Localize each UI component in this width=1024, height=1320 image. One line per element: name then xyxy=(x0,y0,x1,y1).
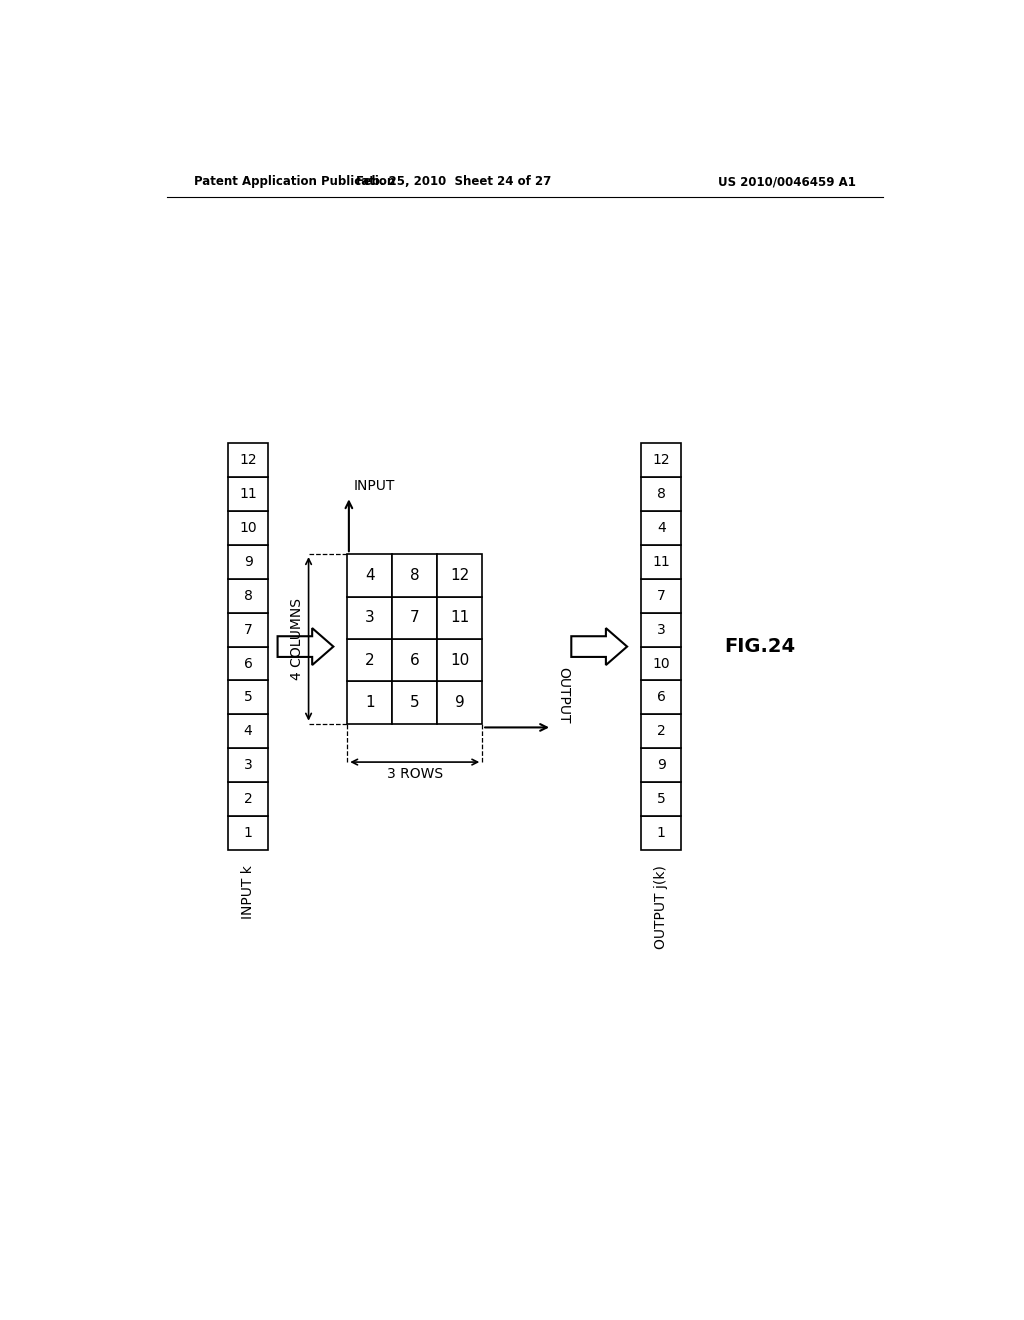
Text: Patent Application Publication: Patent Application Publication xyxy=(194,176,395,187)
Bar xyxy=(641,545,681,579)
Text: 12: 12 xyxy=(652,453,670,467)
Text: 9: 9 xyxy=(244,554,253,569)
Bar xyxy=(347,681,392,723)
Bar xyxy=(228,647,268,681)
Text: 3: 3 xyxy=(244,758,253,772)
Text: 8: 8 xyxy=(656,487,666,502)
Bar xyxy=(641,477,681,511)
Bar xyxy=(641,511,681,545)
Text: 3 ROWS: 3 ROWS xyxy=(387,767,442,781)
Bar xyxy=(228,714,268,748)
Bar xyxy=(641,781,681,816)
Text: 9: 9 xyxy=(455,694,465,710)
Bar xyxy=(228,612,268,647)
Text: 10: 10 xyxy=(240,521,257,535)
Bar xyxy=(347,554,392,597)
Text: 3: 3 xyxy=(365,610,375,626)
Bar xyxy=(641,816,681,850)
Bar xyxy=(437,681,482,723)
Bar xyxy=(641,612,681,647)
Text: INPUT k: INPUT k xyxy=(241,866,255,919)
Text: 2: 2 xyxy=(365,652,375,668)
Bar xyxy=(437,639,482,681)
Bar xyxy=(437,597,482,639)
Bar xyxy=(228,444,268,478)
Text: 10: 10 xyxy=(451,652,469,668)
Bar xyxy=(392,681,437,723)
Text: 8: 8 xyxy=(244,589,253,603)
Text: 1: 1 xyxy=(244,826,253,840)
Bar xyxy=(437,554,482,597)
Text: 7: 7 xyxy=(244,623,253,636)
Text: 4: 4 xyxy=(365,568,375,583)
Polygon shape xyxy=(278,628,334,665)
Text: OUTPUT: OUTPUT xyxy=(556,667,569,723)
Text: 8: 8 xyxy=(410,568,420,583)
Text: 6: 6 xyxy=(410,652,420,668)
Text: 5: 5 xyxy=(410,694,420,710)
Text: 4 COLUMNS: 4 COLUMNS xyxy=(290,598,304,680)
Text: OUTPUT j(k): OUTPUT j(k) xyxy=(654,866,669,949)
Text: 1: 1 xyxy=(656,826,666,840)
Text: FIG.24: FIG.24 xyxy=(724,638,795,656)
Bar xyxy=(228,511,268,545)
Bar xyxy=(228,781,268,816)
Text: 1: 1 xyxy=(365,694,375,710)
Bar xyxy=(641,714,681,748)
Text: 12: 12 xyxy=(240,453,257,467)
Bar xyxy=(641,681,681,714)
Text: 2: 2 xyxy=(244,792,253,807)
Polygon shape xyxy=(571,628,627,665)
Text: 5: 5 xyxy=(244,690,253,705)
Text: 10: 10 xyxy=(652,656,670,671)
Text: 12: 12 xyxy=(451,568,469,583)
Text: 5: 5 xyxy=(656,792,666,807)
Bar xyxy=(392,554,437,597)
Bar xyxy=(228,545,268,579)
Bar xyxy=(228,681,268,714)
Bar xyxy=(641,444,681,478)
Text: 6: 6 xyxy=(244,656,253,671)
Bar xyxy=(347,597,392,639)
Bar xyxy=(228,477,268,511)
Bar xyxy=(228,748,268,781)
Text: 4: 4 xyxy=(656,521,666,535)
Text: INPUT: INPUT xyxy=(353,479,395,492)
Bar xyxy=(392,639,437,681)
Bar xyxy=(641,647,681,681)
Text: 9: 9 xyxy=(656,758,666,772)
Bar xyxy=(392,597,437,639)
Text: 11: 11 xyxy=(240,487,257,502)
Text: Feb. 25, 2010  Sheet 24 of 27: Feb. 25, 2010 Sheet 24 of 27 xyxy=(356,176,551,187)
Text: 11: 11 xyxy=(652,554,670,569)
Text: 7: 7 xyxy=(410,610,420,626)
Text: 6: 6 xyxy=(656,690,666,705)
Text: 3: 3 xyxy=(656,623,666,636)
Bar xyxy=(228,578,268,612)
Text: 7: 7 xyxy=(656,589,666,603)
Text: 2: 2 xyxy=(656,725,666,738)
Text: 11: 11 xyxy=(451,610,469,626)
Bar xyxy=(347,639,392,681)
Text: US 2010/0046459 A1: US 2010/0046459 A1 xyxy=(718,176,856,187)
Bar xyxy=(228,816,268,850)
Bar xyxy=(641,748,681,781)
Text: 4: 4 xyxy=(244,725,253,738)
Bar xyxy=(641,578,681,612)
